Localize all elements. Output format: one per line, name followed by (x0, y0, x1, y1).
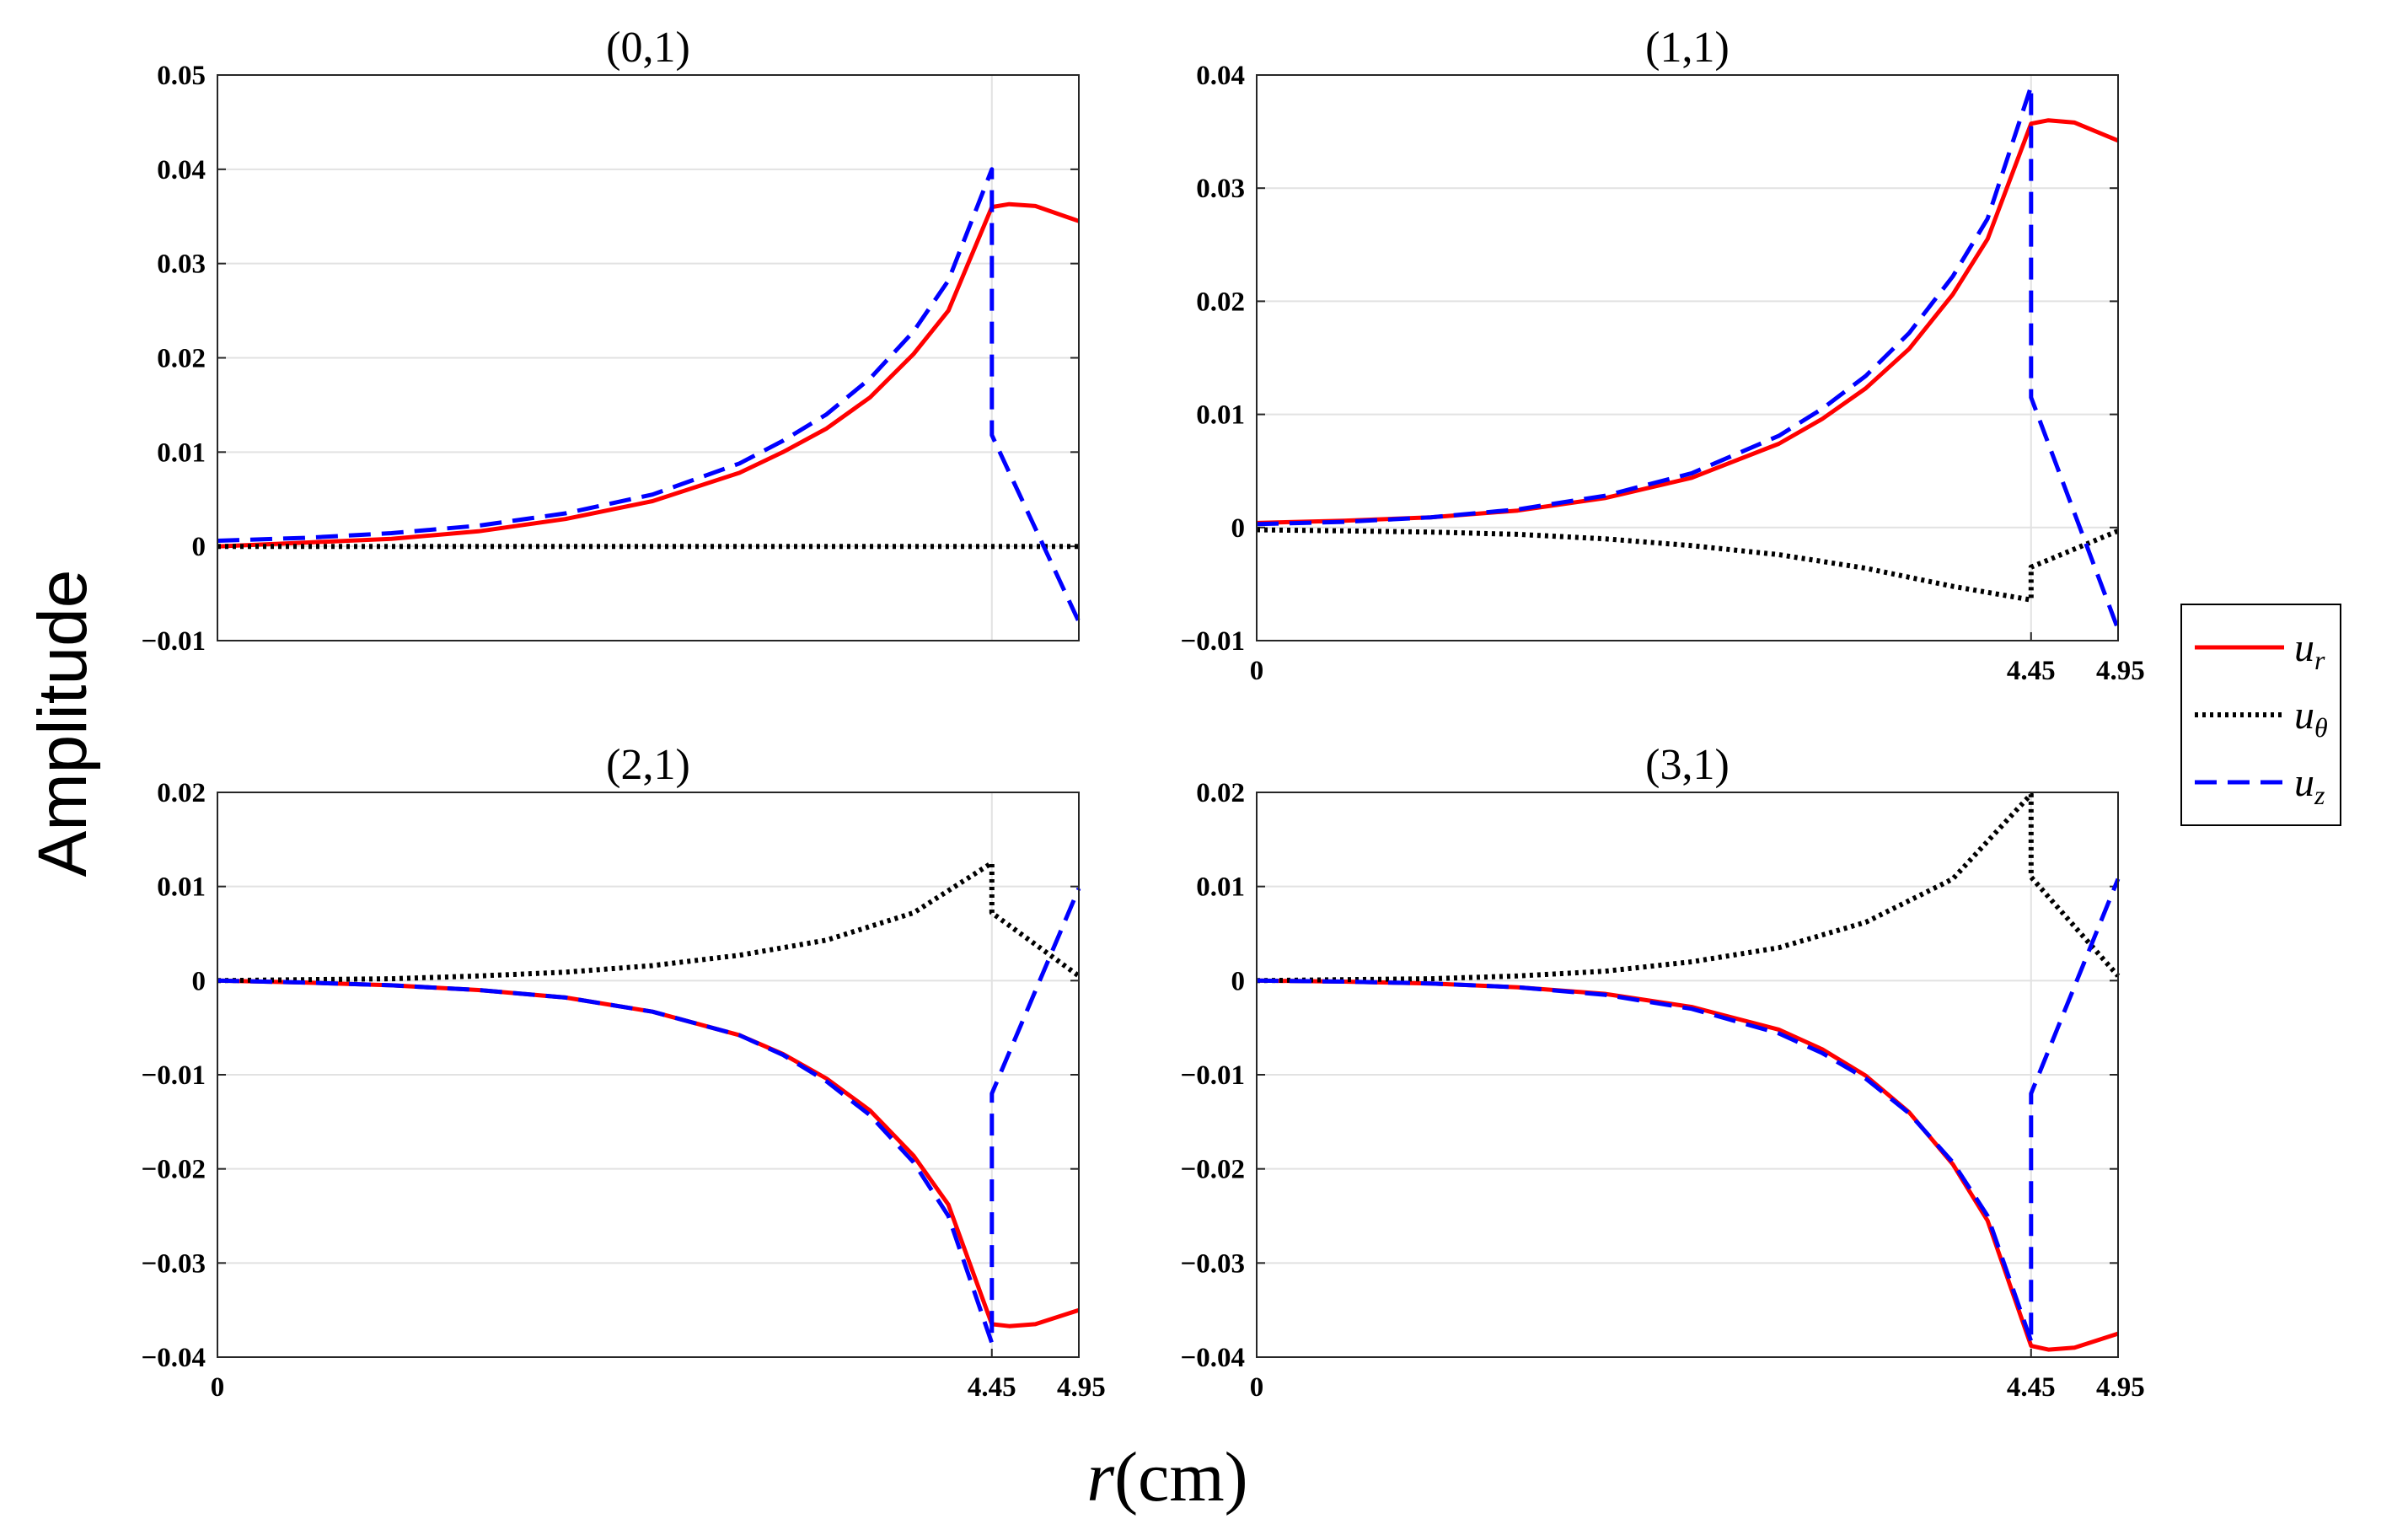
series-line-uz (1256, 83, 2121, 631)
x-tick-label: 4.95 (2096, 1372, 2145, 1403)
y-tick-label: 0.01 (1196, 872, 1245, 903)
y-tick-label: 0.04 (157, 155, 206, 185)
x-tick-label: 0 (1250, 1372, 1264, 1403)
x-tick-label: 4.95 (1057, 1372, 1106, 1403)
y-tick-label: 0.04 (1196, 61, 1245, 91)
subplot-3-1: −0.04 −0.03 −0.02 −0.01 0 0.01 0.02 0 4.45 4.95 (3… (1180, 741, 2144, 1403)
series-line-utheta (1256, 792, 2121, 984)
y-tick-label: 0 (1231, 966, 1246, 996)
legend-label-ur: ur (2294, 625, 2325, 675)
y-tick-label: 0.03 (1196, 174, 1245, 204)
x-axis-label-unit: (cm) (1114, 1438, 1248, 1516)
subplot-2-1: −0.04 −0.03 −0.02 −0.01 0 0.01 0.02 0 4.45 4.95 (2… (141, 741, 1105, 1403)
x-axis-label-var: r (1086, 1438, 1114, 1516)
x-tick-label: 4.95 (2096, 656, 2145, 686)
y-tick-label: 0.02 (1196, 287, 1245, 317)
series-line-ur (217, 201, 1080, 549)
y-tick-label: −0.01 (1180, 1060, 1245, 1091)
y-tick-label: −0.03 (1180, 1248, 1245, 1279)
axes-box (1256, 792, 2119, 1358)
series-line-utheta (217, 860, 1081, 984)
series-line-uz (1256, 878, 2121, 1345)
y-tick-label: 0.01 (157, 437, 206, 468)
y-tick-label: −0.02 (1180, 1155, 1245, 1185)
series-line-uz (217, 167, 1081, 623)
y-axis-label: Amplitude (24, 570, 101, 878)
y-tick-label: 0 (192, 966, 206, 996)
x-tick-label: 0 (1250, 656, 1264, 686)
y-tick-label: 0.02 (1196, 778, 1245, 808)
y-tick-label: 0.02 (157, 344, 206, 374)
y-tick-label: 0.02 (157, 778, 206, 808)
x-tick-label: 4.45 (968, 1372, 1016, 1403)
plot-area (1257, 75, 2118, 641)
legend-box (2180, 604, 2341, 826)
y-tick-label: 0.05 (157, 61, 206, 91)
axes-box (1256, 74, 2119, 641)
axes-box (217, 74, 1080, 641)
subplot-title: (2,1) (606, 741, 690, 789)
y-tick-label: −0.01 (141, 1060, 206, 1091)
y-tick-label: 0.01 (1196, 400, 1245, 431)
y-tick-label: −0.04 (1180, 1343, 1245, 1373)
y-tick-label: 0.03 (157, 250, 206, 280)
y-tick-label: −0.01 (141, 626, 206, 657)
y-tick-label: 0.01 (157, 872, 206, 903)
x-axis-label: r(cm) (1086, 1438, 1247, 1516)
x-tick-label: 4.45 (2007, 1372, 2056, 1403)
y-tick-label: −0.04 (141, 1343, 206, 1373)
y-tick-label: 0 (192, 532, 206, 562)
legend-label-uz: uz (2294, 760, 2325, 810)
y-tick-label: 0 (1231, 513, 1246, 544)
x-tick-label: 4.45 (2007, 656, 2056, 686)
subplot-title: (3,1) (1645, 741, 1730, 789)
series-line-utheta (1256, 527, 2120, 603)
y-tick-label: −0.03 (141, 1248, 206, 1279)
series-line-uz (217, 887, 1081, 1345)
y-tick-label: −0.02 (141, 1155, 206, 1185)
subplot-title: (1,1) (1645, 24, 1730, 72)
subplot-0-1: −0.01 0 0.01 0.02 0.03 0.04 0.05 (0,1) (141, 24, 1081, 657)
axes-box (217, 792, 1080, 1358)
subplot-title: (0,1) (606, 24, 690, 72)
legend-label-utheta: uθ (2294, 693, 2328, 743)
y-tick-label: −0.01 (1180, 626, 1245, 657)
x-tick-label: 0 (211, 1372, 225, 1403)
legend: ur uθ uz (2180, 604, 2341, 826)
